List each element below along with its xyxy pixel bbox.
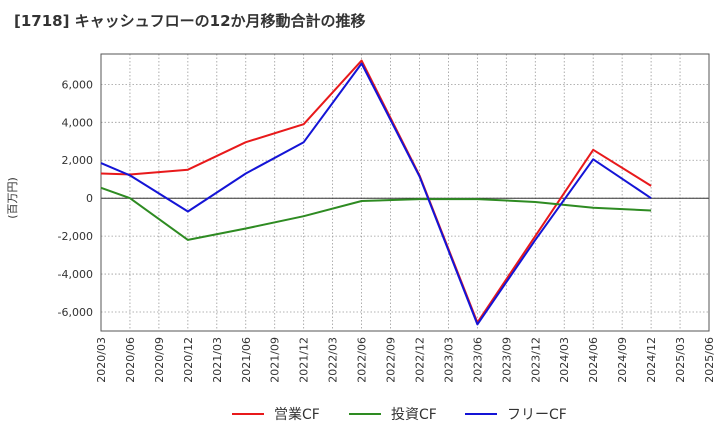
- x-tick-label: 2020/12: [182, 337, 195, 383]
- x-tick-label: 2023/12: [529, 337, 542, 383]
- x-tick-label: 2022/03: [327, 337, 340, 383]
- series-line: [100, 59, 652, 324]
- x-tick-label: 2023/06: [471, 337, 484, 383]
- legend-label: 投資CF: [391, 407, 437, 423]
- series-line: [100, 62, 652, 326]
- x-tick-label: 2021/12: [298, 337, 311, 383]
- legend: 営業CF 投資CF フリーCF: [232, 407, 567, 423]
- y-axis-label: (百万円): [6, 177, 19, 219]
- legend-label: フリーCF: [507, 407, 567, 423]
- x-tick-label: 2021/03: [211, 337, 224, 383]
- x-tick-label: 2024/06: [587, 337, 600, 383]
- x-tick-label: 2023/09: [500, 337, 513, 383]
- x-tick-label: 2020/06: [124, 337, 137, 383]
- x-tick-label: 2024/09: [616, 337, 629, 383]
- plot-frame: [100, 53, 710, 332]
- series-line: [100, 186, 652, 241]
- legend-item: フリーCF: [465, 407, 567, 423]
- y-tick-label: 6,000: [62, 78, 94, 91]
- x-tick-label: 2021/09: [269, 337, 282, 383]
- x-axis: 2020/03 2020/06 2020/09 2020/12 2021/03 2021/…: [95, 337, 716, 383]
- series: [100, 59, 652, 326]
- x-tick-label: 2024/12: [645, 337, 658, 383]
- y-axis: -6,000 -4,000 -2,000 0 2,000 4,000 6,000: [58, 78, 93, 319]
- x-tick-label: 2025/06: [703, 337, 716, 383]
- x-tick-label: 2021/06: [240, 337, 253, 383]
- y-tick-label: -2,000: [58, 230, 93, 243]
- legend-item: 投資CF: [349, 407, 437, 423]
- x-tick-label: 2020/09: [153, 337, 166, 383]
- x-tick-label: 2020/03: [95, 337, 108, 383]
- x-tick-label: 2022/06: [356, 337, 369, 383]
- y-tick-label: -4,000: [58, 268, 93, 281]
- chart-title: [1718] キャッシュフローの12か月移動合計の推移: [14, 12, 366, 30]
- y-tick-label: -6,000: [58, 306, 93, 319]
- grid: [101, 54, 709, 331]
- x-tick-label: 2022/09: [385, 337, 398, 383]
- x-tick-label: 2025/03: [674, 337, 687, 383]
- legend-item: 営業CF: [232, 407, 320, 423]
- x-tick-label: 2022/12: [413, 337, 426, 383]
- x-tick-label: 2023/03: [442, 337, 455, 383]
- plot-area: [101, 54, 709, 331]
- legend-label: 営業CF: [274, 407, 320, 423]
- x-tick-label: 2024/03: [558, 337, 571, 383]
- y-tick-label: 4,000: [62, 116, 94, 129]
- y-tick-label: 2,000: [62, 154, 94, 167]
- y-tick-label: 0: [86, 192, 93, 205]
